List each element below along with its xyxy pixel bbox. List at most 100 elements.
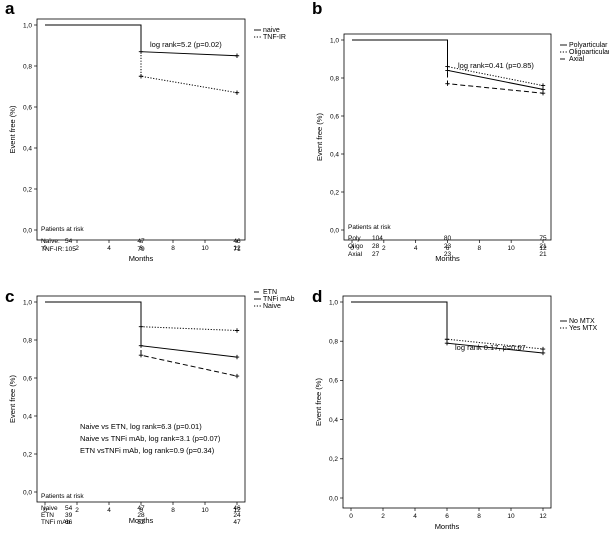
x-tick-label: 2 [382,245,386,252]
y-tick-label: 1,0 [23,22,32,29]
y-tick-label: 0,0 [23,489,32,496]
panel-letter: a [5,0,15,18]
series-line-2 [351,301,544,350]
x-tick-label: 6 [139,507,143,514]
x-tick-label: 0 [43,245,47,252]
x-tick-label: 2 [75,245,79,252]
at-risk-count: 47 [137,238,145,245]
x-tick-label: 12 [233,507,241,514]
at-risk-count: 54 [65,238,73,245]
x-axis-label: Months [435,522,460,531]
legend-label: Polyarticular [569,42,608,49]
at-risk-count: 66 [65,519,73,526]
y-tick-label: 0,0 [330,227,339,234]
at-risk-count: 23 [444,251,452,258]
panel-letter: c [5,287,14,306]
censor-mark [234,373,240,379]
x-axis-label: Months [129,254,154,263]
at-risk-count: 21 [539,251,547,258]
x-tick-label: 4 [413,513,417,520]
censor-mark [540,83,546,88]
legend-label: TNF-IR [263,34,286,41]
legend-label: Oligoarticular [569,49,609,56]
panel-letter: d [312,287,322,306]
at-risk-row-label: Axial [348,251,363,258]
at-risk-count: 80 [444,235,452,242]
panel-c: c0,00,20,40,60,81,00 2 4 6 8 10 12MonthsEvent … [5,287,295,526]
y-tick-label: 0,2 [23,451,32,458]
x-tick-label: 4 [414,245,418,252]
censor-mark [444,337,450,342]
at-risk-count: 21 [539,243,547,250]
series-line-3 [45,301,238,331]
legend-label: Naive [263,303,281,310]
y-tick-label: 0,6 [330,113,339,120]
log-rank-annotation: Naive vs TNFi mAb, log rank=3.1 (p=0.07) [80,434,221,443]
at-risk-row-label: Oligo [348,243,364,250]
x-tick-label: 12 [539,245,547,252]
y-axis-label: Event free (%) [315,113,324,161]
censor-mark [444,340,450,346]
x-tick-label: 8 [478,245,482,252]
y-tick-label: 1,0 [23,299,32,306]
at-risk-row-label: Naive [41,505,58,512]
log-rank-annotation: log rank 0.17, p=0.67 [455,343,526,352]
at-risk-count: 75 [539,235,547,242]
y-axis-label: Event free (%) [314,378,323,426]
panel-d: d 0,0 0,2 0,4 0,6 0,8 1,0 0 2 4 6 8 10 12 Months Event … [312,287,597,531]
censor-mark [234,328,240,333]
at-risk-row-label: Poly [348,235,361,242]
at-risk-count: 23 [444,243,452,250]
at-risk-count: 79 [137,246,145,253]
censor-mark [540,346,546,352]
at-risk-count: 105 [65,246,76,253]
at-risk-count: 28 [137,512,145,519]
x-tick-label: 0 [350,245,354,252]
y-tick-label: 0,2 [330,189,339,196]
x-tick-label: 0 [43,507,47,514]
at-risk-count: 28 [372,243,380,250]
panel-letter: b [312,0,322,18]
y-tick-label: 0,2 [23,186,32,193]
x-tick-label: 2 [75,507,79,514]
y-tick-label: 0,8 [23,337,32,344]
x-tick-label: 10 [507,513,515,520]
legend-label: Axial [569,56,585,63]
panel-a: a0,00,20,40,60,81,00 2 4 6 8 10 12MonthsEvent … [5,0,286,263]
x-tick-label: 0 [349,513,353,520]
censor-mark [540,350,546,356]
at-risk-count: 27 [372,251,380,258]
legend-label: ETN [263,289,277,296]
at-risk-count: 47 [233,519,241,526]
at-risk-row-label: Naïve: [41,238,60,245]
censor-mark [234,53,240,58]
at-risk-count: 54 [65,505,73,512]
log-rank-annotation: Naive vs ETN, log rank=6.3 (p=0.01) [80,422,202,431]
x-tick-label: 8 [171,245,175,252]
censor-mark [445,81,450,86]
x-axis-label: Months [129,516,154,525]
at-risk-row-label: TNF-IR: [41,246,64,253]
x-tick-label: 2 [381,513,385,520]
series-line-3 [352,39,544,94]
y-tick-label: 0,8 [330,75,339,82]
at-risk-count: 46 [233,505,241,512]
at-risk-title: Patients at risk [41,493,84,500]
x-tick-label: 12 [233,245,241,252]
censor-mark [138,74,144,79]
y-axis-label: Event free (%) [8,105,17,153]
x-tick-label: 6 [446,245,450,252]
censor-mark [540,87,546,92]
y-tick-label: 0,8 [329,339,338,346]
at-risk-count: 39 [65,512,73,519]
x-tick-label: 4 [107,245,111,252]
censor-mark [138,343,144,348]
log-rank-annotation: log rank=5.2 (p=0.02) [150,40,222,49]
y-tick-label: 0,0 [329,495,338,502]
at-risk-count: 52 [137,519,145,526]
log-rank-annotation: log rank=0.41 (p=0.85) [458,61,534,70]
y-tick-label: 0,6 [23,104,32,111]
y-tick-label: 0,6 [329,378,338,385]
x-tick-label: 8 [171,507,175,514]
